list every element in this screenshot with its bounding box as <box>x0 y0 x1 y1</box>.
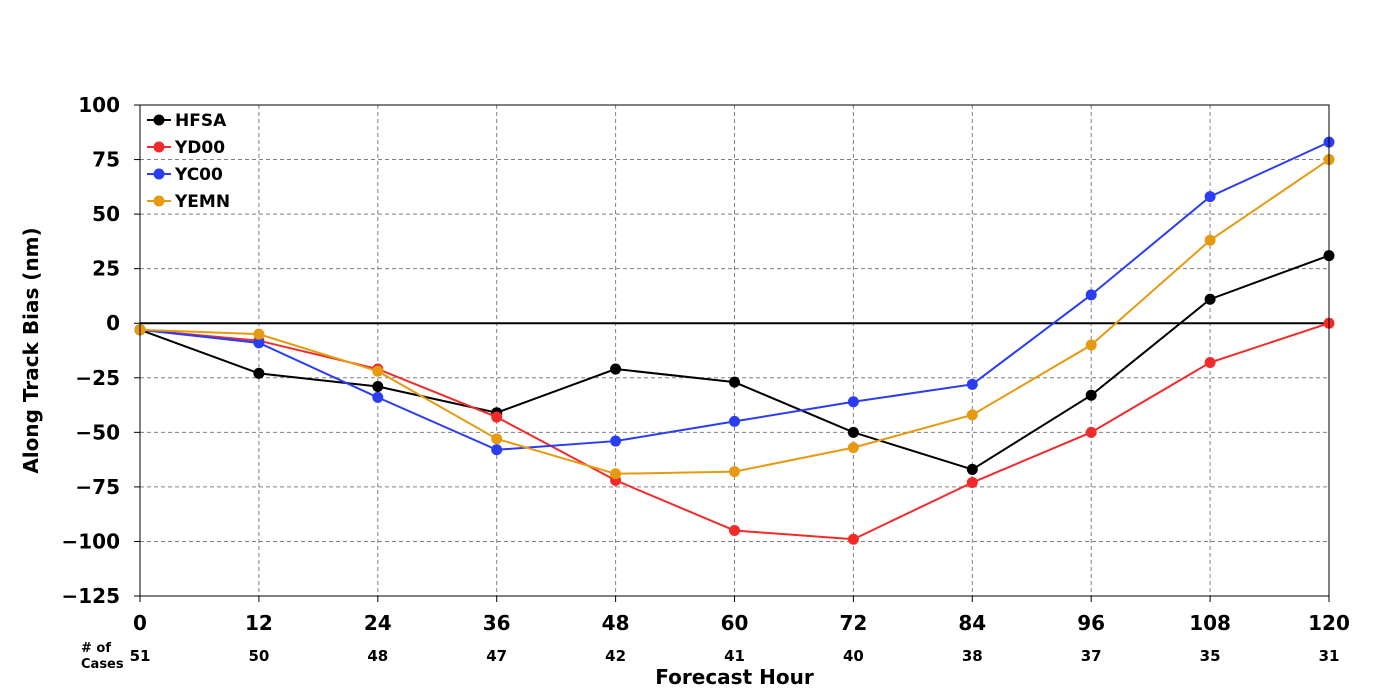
data-point-yemn <box>1204 234 1216 246</box>
data-point-hfsa <box>847 426 859 438</box>
case-count: 38 <box>962 647 983 665</box>
case-counts: # of Cases 51 50 48 47 42 41 40 38 37 35 31 <box>81 641 1339 672</box>
data-point-yd00 <box>1204 357 1216 369</box>
data-point-yd00 <box>491 411 503 423</box>
data-point-yc00 <box>729 415 740 427</box>
data-point-yc00 <box>491 444 503 456</box>
y-axis-ticks: 100 75 50 25 0 −25 −50 −75 −100 −125 <box>61 93 140 608</box>
data-point-yemn <box>729 466 740 478</box>
data-point-yemn <box>1085 339 1097 351</box>
y-tick-label: 0 <box>106 311 120 335</box>
y-tick-label: −75 <box>75 475 120 499</box>
y-tick-label: −50 <box>75 420 120 444</box>
data-point-yemn <box>372 365 384 377</box>
y-tick-label: 50 <box>92 202 120 226</box>
x-tick-label: 108 <box>1189 611 1231 635</box>
case-count: 48 <box>367 647 388 665</box>
data-point-yd00 <box>1085 426 1097 438</box>
y-tick-label: −125 <box>61 584 120 608</box>
legend-marker-yc00 <box>153 168 165 180</box>
legend-marker-yemn <box>153 195 165 207</box>
x-tick-label: 60 <box>721 611 749 635</box>
cases-title-line-2: Cases <box>81 657 124 672</box>
data-point-hfsa <box>253 367 265 379</box>
case-count: 47 <box>486 647 507 665</box>
data-point-hfsa <box>729 376 740 388</box>
case-count: 42 <box>605 647 626 665</box>
data-point-yc00 <box>847 396 859 408</box>
data-point-yemn <box>253 328 265 340</box>
data-point-hfsa <box>966 463 978 475</box>
case-count: 31 <box>1319 647 1340 665</box>
data-series <box>134 136 1335 545</box>
data-point-hfsa <box>372 381 384 393</box>
legend-marker-hfsa <box>153 114 165 126</box>
data-point-yemn <box>847 442 859 454</box>
data-point-yc00 <box>966 378 978 390</box>
x-tick-label: 36 <box>483 611 511 635</box>
case-count: 50 <box>248 647 269 665</box>
data-point-yemn <box>966 409 978 421</box>
case-count: 35 <box>1200 647 1221 665</box>
y-tick-label: 75 <box>92 148 120 172</box>
data-point-yd00 <box>847 533 859 545</box>
legend: HFSA YD00 YC00 YEMN <box>147 111 230 212</box>
data-point-yemn <box>610 468 622 480</box>
x-tick-label: 120 <box>1308 611 1350 635</box>
legend-item-yemn: YEMN <box>147 192 230 212</box>
case-count: 51 <box>130 647 151 665</box>
case-count: 41 <box>724 647 745 665</box>
grid-lines <box>140 105 1329 596</box>
cases-title-line-1: # of <box>81 641 111 656</box>
legend-label-hfsa: HFSA <box>175 111 227 131</box>
x-tick-label: 48 <box>602 611 630 635</box>
x-tick-label: 0 <box>133 611 147 635</box>
data-point-yc00 <box>1085 289 1097 301</box>
x-tick-label: 72 <box>839 611 867 635</box>
x-tick-label: 24 <box>364 611 392 635</box>
y-axis-title: Along Track Bias (nm) <box>19 227 43 473</box>
legend-label-yc00: YC00 <box>174 165 223 185</box>
case-count: 37 <box>1081 647 1102 665</box>
y-tick-label: −100 <box>61 529 120 553</box>
data-point-hfsa <box>610 363 622 375</box>
x-axis-title: Forecast Hour <box>655 665 814 689</box>
x-axis-ticks: 0 12 24 36 48 60 72 84 96 108 120 <box>133 596 1350 635</box>
y-tick-label: −25 <box>75 366 120 390</box>
x-tick-label: 84 <box>958 611 986 635</box>
data-point-yc00 <box>372 391 384 403</box>
data-point-yc00 <box>253 337 265 349</box>
legend-item-yc00: YC00 <box>147 165 223 185</box>
legend-item-yd00: YD00 <box>147 138 225 158</box>
legend-label-yd00: YD00 <box>174 138 225 158</box>
data-point-yd00 <box>966 477 978 489</box>
legend-marker-yd00 <box>153 141 165 153</box>
legend-label-yemn: YEMN <box>174 192 230 212</box>
y-tick-label: 100 <box>78 93 120 117</box>
x-tick-label: 12 <box>245 611 273 635</box>
data-point-yemn <box>491 433 503 445</box>
data-point-hfsa <box>1085 389 1097 401</box>
data-point-yc00 <box>1204 191 1216 203</box>
case-count: 40 <box>843 647 864 665</box>
data-point-yc00 <box>610 435 622 447</box>
data-point-yd00 <box>729 525 740 537</box>
data-point-hfsa <box>1204 293 1216 305</box>
x-tick-label: 96 <box>1077 611 1105 635</box>
legend-item-hfsa: HFSA <box>147 111 227 131</box>
y-tick-label: 25 <box>92 257 120 281</box>
